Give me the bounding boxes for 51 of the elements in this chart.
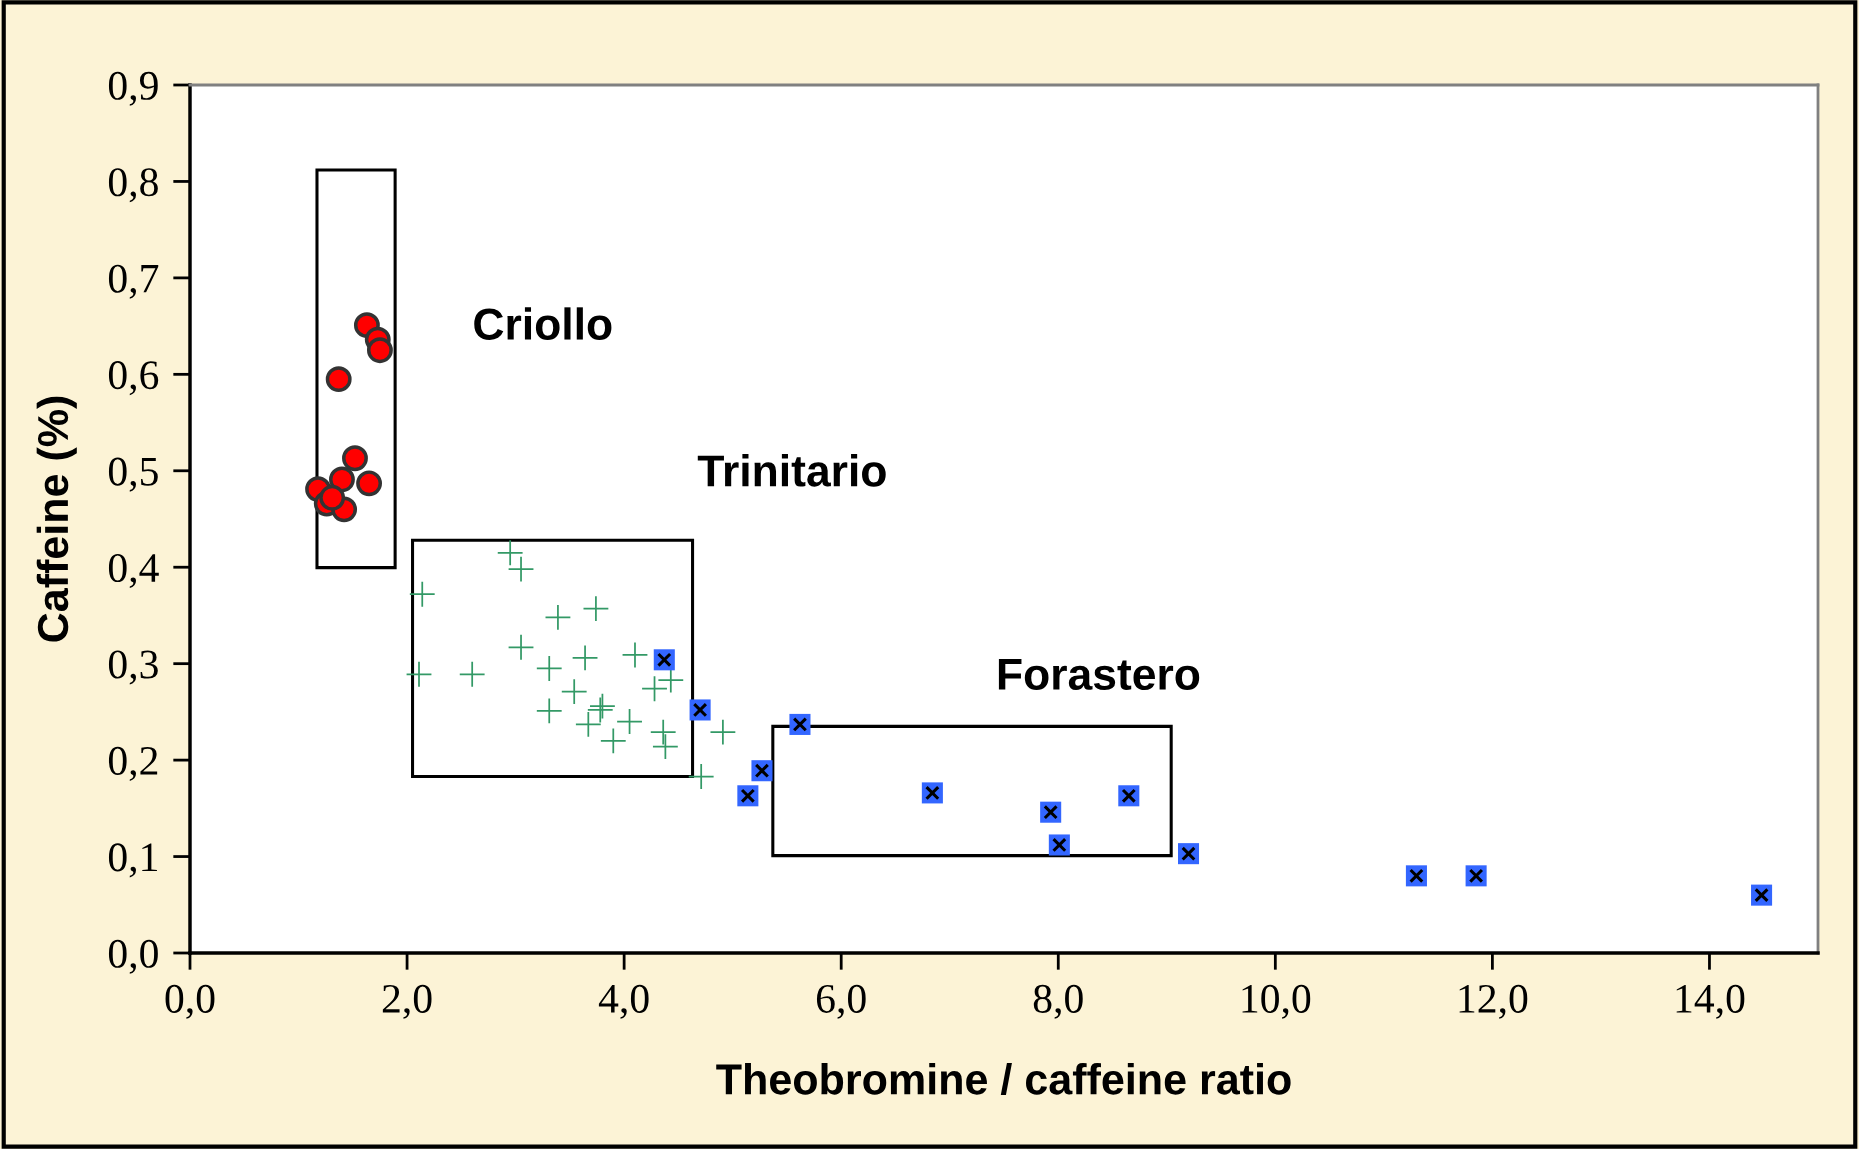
point [921, 782, 943, 804]
x-tick-label: 0,0 [165, 984, 215, 1019]
x-tick-label: 8,0 [1033, 984, 1083, 1019]
point [367, 337, 393, 364]
point [319, 484, 346, 511]
point [1751, 884, 1773, 906]
point [342, 445, 368, 472]
point [497, 540, 523, 566]
y-tick-label: 0,1 [108, 843, 157, 878]
point [622, 642, 648, 668]
y-axis-title: Caffeine (%) [36, 396, 77, 642]
point [658, 667, 684, 693]
point [561, 679, 587, 705]
point [1048, 834, 1070, 856]
x-tick-label: 10,0 [1242, 984, 1311, 1019]
y-tick-label: 0,0 [108, 939, 158, 974]
y-tick-label: 0,5 [108, 457, 158, 492]
point [508, 556, 534, 582]
point [329, 466, 355, 493]
annotation: Forastero [998, 659, 1200, 691]
point [583, 596, 609, 622]
annotation: Criollo [474, 307, 612, 340]
point [710, 719, 736, 745]
point [572, 645, 598, 671]
y-tick-label: 0,7 [108, 264, 159, 299]
point [1040, 801, 1062, 823]
point [1405, 865, 1427, 887]
y-tick-label: 0,4 [108, 553, 159, 589]
point [409, 581, 435, 607]
point [650, 719, 676, 745]
y-tick-label: 0,2 [108, 746, 158, 781]
point [600, 728, 626, 754]
point [459, 661, 485, 687]
x-tick-label: 2,0 [382, 984, 432, 1019]
point [1177, 843, 1200, 865]
y-tick-label: 0,3 [108, 650, 158, 685]
annotation: Trinitario [697, 454, 886, 487]
point [406, 661, 432, 687]
point [325, 366, 352, 393]
x-axis-title: Theobromine / caffeine ratio [716, 1063, 1291, 1096]
y-tick-label: 0,8 [108, 168, 158, 203]
point [789, 713, 811, 735]
x-tick-label: 12,0 [1459, 984, 1528, 1019]
x-tick-label: 6,0 [816, 984, 866, 1019]
y-tick-label: 0,6 [108, 361, 159, 396]
point [508, 634, 534, 660]
point [536, 698, 562, 724]
point [356, 470, 383, 497]
y-tick-label: 0,9 [108, 71, 158, 106]
x-tick-label: 4,0 [598, 984, 649, 1019]
x-tick-label: 14,0 [1676, 984, 1745, 1019]
